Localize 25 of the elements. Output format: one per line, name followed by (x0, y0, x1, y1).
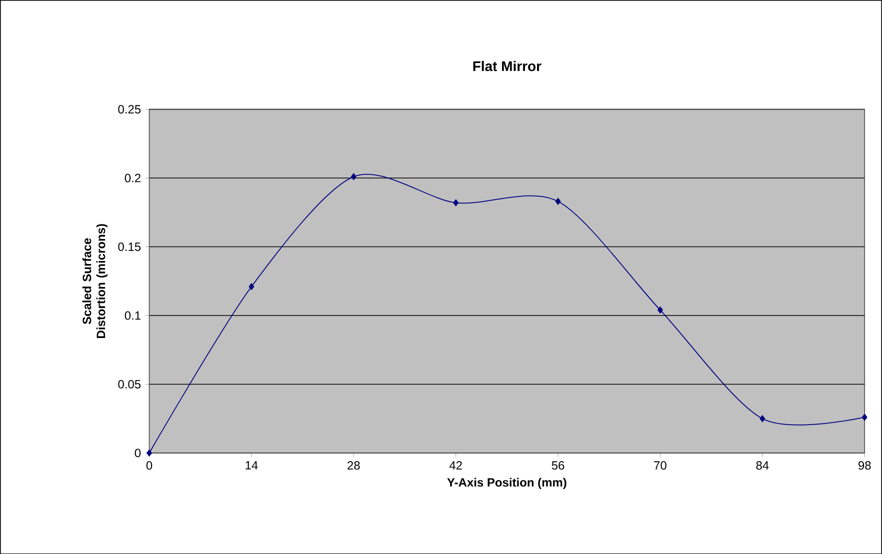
point (146, 449, 152, 456)
y-tick-label: 0 (134, 448, 141, 458)
x-tick-label: 56 (552, 461, 564, 470)
x-tick-label: 0 (146, 461, 152, 470)
y-tick-label: 0.2 (124, 174, 140, 182)
point (555, 198, 561, 205)
y-tick-label: 0.1 (124, 311, 140, 320)
x-tick-label: 14 (246, 461, 258, 470)
x-tick-label: 28 (348, 461, 360, 470)
chart-title: Flat Mirror (473, 60, 542, 72)
point (760, 415, 766, 422)
y-tick-label: 0.05 (118, 380, 141, 388)
y-axis-title: Scaled Surface Distortion (microns) (82, 224, 108, 338)
point (453, 199, 459, 206)
point (862, 414, 868, 421)
x-tick-label: 70 (654, 461, 666, 470)
x-axis-title: Y-Axis Position (mm) (447, 478, 566, 489)
y-tick-label: 0.15 (118, 242, 141, 251)
x-tick-label: 98 (858, 461, 871, 470)
point (658, 306, 663, 314)
x-tick-label: 84 (756, 461, 769, 470)
point (248, 283, 254, 290)
point (350, 173, 356, 180)
x-tick-label: 42 (449, 461, 462, 470)
y-tick-label: 0.25 (118, 104, 141, 114)
